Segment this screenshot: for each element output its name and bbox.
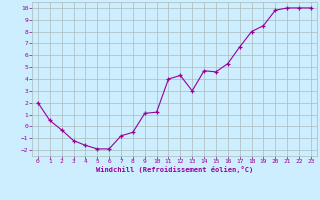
X-axis label: Windchill (Refroidissement éolien,°C): Windchill (Refroidissement éolien,°C)	[96, 166, 253, 173]
